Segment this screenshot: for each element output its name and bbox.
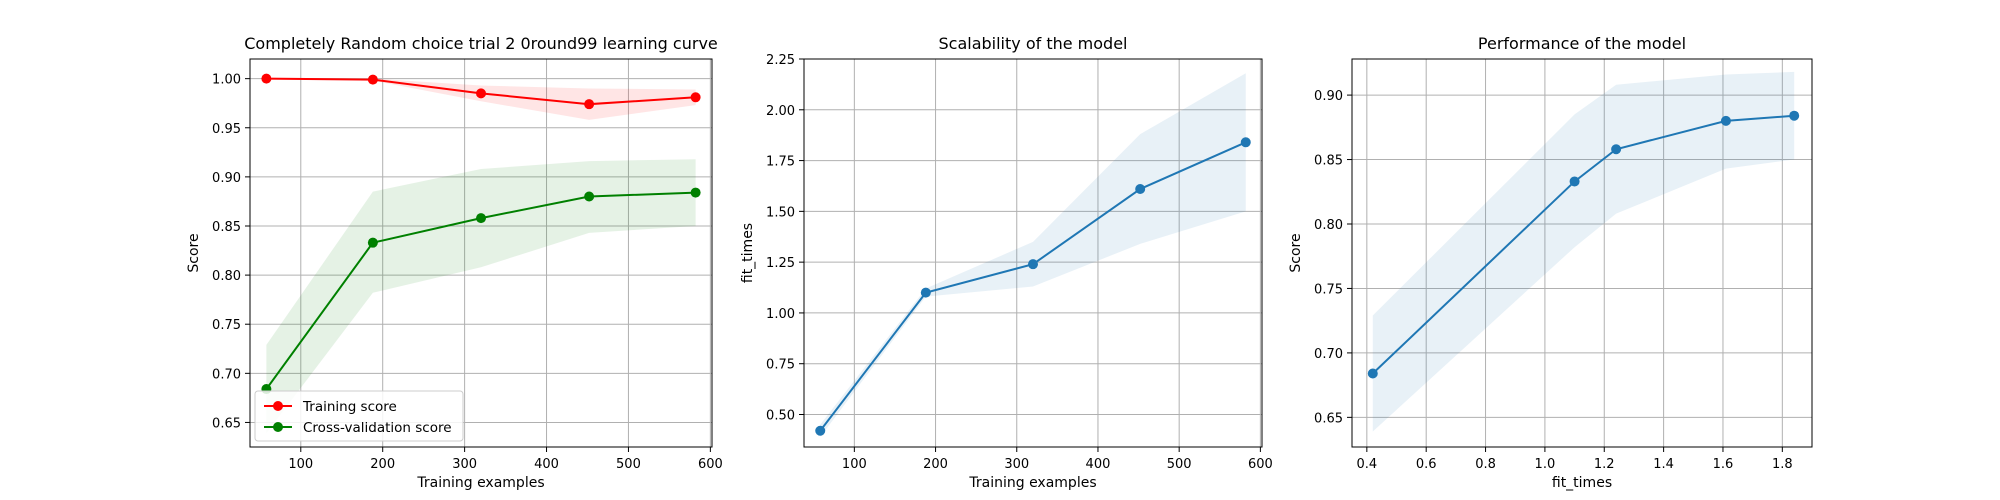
data-point bbox=[584, 99, 595, 110]
x-axis-label: Training examples bbox=[416, 475, 544, 491]
data-point bbox=[920, 287, 931, 298]
y-tick-label: 1.25 bbox=[766, 256, 795, 271]
legend-swatch-marker bbox=[273, 401, 283, 411]
legend-label: Training score bbox=[302, 399, 397, 415]
legend-swatch-marker bbox=[273, 422, 283, 432]
x-tick-label: 500 bbox=[616, 457, 641, 472]
y-tick-label: 0.90 bbox=[1314, 89, 1343, 104]
x-tick-label: 500 bbox=[1167, 457, 1192, 472]
y-tick-label: 0.80 bbox=[212, 269, 241, 284]
data-point bbox=[261, 73, 272, 84]
legend-box bbox=[254, 390, 464, 442]
x-tick-label: 200 bbox=[923, 457, 948, 472]
data-point bbox=[367, 74, 378, 85]
x-axis-label: fit_times bbox=[1552, 475, 1612, 491]
x-tick-label: 1.2 bbox=[1594, 457, 1615, 472]
data-point bbox=[476, 213, 486, 224]
x-tick-label: 1.0 bbox=[1535, 457, 1556, 472]
chart-panel-2: 100 200 300 400 500 600 0.50 0.75 1.00 1.25 1.50 1.… bbox=[740, 34, 1273, 491]
data-point bbox=[367, 237, 378, 248]
y-tick-label: 0.85 bbox=[212, 220, 241, 235]
chart-title: Scalability of the model bbox=[939, 34, 1128, 53]
data-point bbox=[1240, 137, 1251, 148]
plot-frame bbox=[803, 58, 1263, 448]
x-tick-label: 400 bbox=[534, 457, 559, 472]
y-tick-label: 0.70 bbox=[212, 367, 241, 382]
y-axis-label: Score bbox=[186, 233, 202, 272]
x-tick-label: 1.8 bbox=[1772, 457, 1793, 472]
data-point bbox=[1569, 176, 1580, 187]
x-tick-label: 1.4 bbox=[1653, 457, 1674, 472]
data-point bbox=[1720, 115, 1731, 126]
x-tick-label: 200 bbox=[370, 457, 395, 472]
y-tick-label: 0.65 bbox=[1314, 411, 1343, 426]
x-tick-label: 100 bbox=[842, 457, 867, 472]
x-tick-label: 100 bbox=[288, 457, 313, 472]
y-tick-label: 2.25 bbox=[766, 53, 795, 68]
x-tick-label: 0.6 bbox=[1416, 457, 1437, 472]
y-tick-label: 1.50 bbox=[766, 205, 795, 220]
y-axis-label: fit_times bbox=[740, 223, 756, 283]
confidence-band bbox=[1372, 71, 1795, 432]
x-tick-label: 300 bbox=[452, 457, 477, 472]
x-tick-label: 300 bbox=[1004, 457, 1029, 472]
x-tick-label: 600 bbox=[1248, 457, 1273, 472]
y-tick-label: 1.75 bbox=[766, 155, 795, 170]
y-tick-label: 0.65 bbox=[212, 416, 241, 431]
x-tick-label: 600 bbox=[698, 457, 723, 472]
data-point bbox=[1028, 259, 1038, 270]
data-point bbox=[584, 191, 595, 202]
x-tick-label: 0.4 bbox=[1356, 457, 1377, 472]
y-tick-label: 0.95 bbox=[212, 122, 241, 137]
y-tick-label: 0.50 bbox=[766, 408, 795, 423]
data-point bbox=[476, 88, 486, 99]
y-tick-label: 1.00 bbox=[766, 307, 795, 322]
data-point bbox=[690, 92, 701, 103]
y-tick-label: 1.00 bbox=[212, 73, 241, 88]
confidence-band bbox=[266, 159, 696, 434]
plot-frame bbox=[249, 58, 713, 448]
plot-frame bbox=[1351, 58, 1813, 448]
legend-label: Cross-validation score bbox=[303, 420, 452, 436]
y-tick-label: 2.00 bbox=[766, 104, 795, 119]
chart-title: Completely Random choice trial 2 0round9… bbox=[244, 34, 718, 53]
chart-panel-1: 100 200 300 400 500 600 0.65 0.70 0.75 0.80 0.85 0.… bbox=[186, 34, 723, 491]
data-point bbox=[1611, 144, 1622, 155]
chart-title: Performance of the model bbox=[1478, 34, 1686, 53]
x-tick-label: 1.6 bbox=[1713, 457, 1734, 472]
y-tick-label: 0.75 bbox=[212, 318, 241, 333]
x-axis-label: Training examples bbox=[968, 475, 1096, 491]
chart-legend: Training score Cross-validation score bbox=[254, 390, 464, 442]
data-point bbox=[1789, 110, 1800, 121]
data-point bbox=[690, 187, 701, 198]
confidence-band bbox=[820, 73, 1246, 437]
data-point bbox=[1135, 184, 1146, 195]
y-tick-label: 0.75 bbox=[766, 358, 795, 373]
y-tick-label: 0.85 bbox=[1314, 154, 1343, 169]
y-axis-label: Score bbox=[1288, 233, 1304, 272]
x-tick-label: 0.8 bbox=[1475, 457, 1496, 472]
chart-panel-3: 0.4 0.6 0.8 1.0 1.2 1.4 1.6 1.8 0.65 0.70 0.75 0.80… bbox=[1288, 34, 1813, 491]
x-tick-label: 400 bbox=[1086, 457, 1111, 472]
y-tick-label: 0.80 bbox=[1314, 218, 1343, 233]
y-tick-label: 0.75 bbox=[1314, 282, 1343, 297]
y-tick-label: 0.70 bbox=[1314, 347, 1343, 362]
confidence-band bbox=[266, 78, 696, 120]
data-point bbox=[815, 425, 826, 436]
y-tick-label: 0.90 bbox=[212, 171, 241, 186]
data-point bbox=[1367, 368, 1378, 379]
